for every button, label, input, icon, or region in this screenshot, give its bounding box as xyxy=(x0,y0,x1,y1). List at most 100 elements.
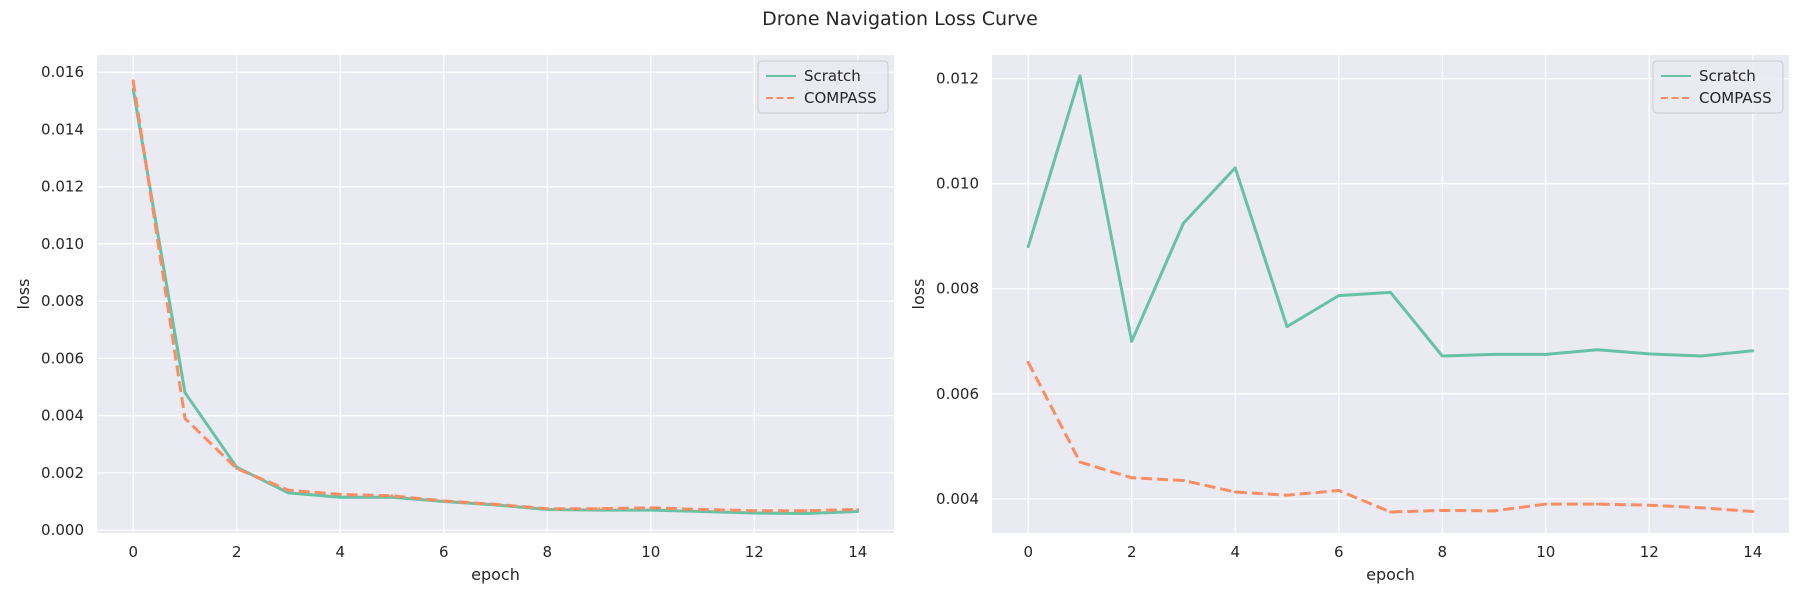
data-point-scratch xyxy=(1285,325,1289,328)
data-point-scratch xyxy=(1492,353,1496,356)
x-tick-label: 2 xyxy=(232,543,242,561)
data-point-compass xyxy=(804,509,808,513)
data-point-scratch xyxy=(287,491,290,495)
x-tick-label: 0 xyxy=(1023,543,1033,561)
plot-area xyxy=(97,55,894,533)
data-point-compass xyxy=(1182,479,1185,482)
y-tick-label: 0.010 xyxy=(41,235,84,253)
data-point-compass xyxy=(1233,490,1237,494)
data-point-scratch xyxy=(1699,354,1703,358)
data-point-compass xyxy=(701,508,704,511)
x-tick-label: 10 xyxy=(1536,543,1555,561)
panel-1: 0 2 4 6 8 10 12 14 0.000 0.002 0.004 0.006 0.008 0.01… xyxy=(14,55,894,584)
x-tick-label: 12 xyxy=(1640,543,1659,561)
panel-2: 0 2 4 6 8 10 12 14 0.004 0.006 0.008 0.010 0.012 epoc… xyxy=(909,55,1789,584)
data-point-compass xyxy=(1647,503,1651,507)
x-tick-label: 8 xyxy=(542,543,552,561)
x-tick-label: 4 xyxy=(335,543,345,561)
y-tick-label: 0.006 xyxy=(41,349,84,367)
data-point-scratch xyxy=(1647,352,1651,356)
legend-label-compass: COMPASS xyxy=(804,89,877,107)
data-point-compass xyxy=(1389,510,1392,514)
x-tick-label: 4 xyxy=(1230,543,1240,561)
legend-box xyxy=(757,60,889,114)
y-tick-label: 0.004 xyxy=(936,490,979,508)
data-point-compass xyxy=(390,494,394,498)
y-tick-label: 0.014 xyxy=(41,120,84,138)
data-point-scratch xyxy=(1233,166,1237,170)
y-tick-label: 0.006 xyxy=(936,385,979,403)
data-point-scratch xyxy=(1751,349,1755,353)
data-point-compass xyxy=(1337,489,1341,492)
data-point-compass xyxy=(1596,502,1599,506)
x-tick-label: 6 xyxy=(1334,543,1344,561)
x-tick-label: 12 xyxy=(745,543,764,561)
data-point-compass xyxy=(1285,493,1289,497)
x-tick-label: 14 xyxy=(848,543,867,561)
x-tick-label: 10 xyxy=(641,543,660,561)
data-point-scratch xyxy=(1337,294,1341,297)
data-point-compass xyxy=(1026,360,1030,364)
y-tick-label: 0.002 xyxy=(41,464,84,482)
data-point-compass xyxy=(494,502,497,506)
data-point-compass xyxy=(442,499,446,503)
data-point-scratch xyxy=(1026,245,1030,249)
data-point-scratch xyxy=(1078,74,1082,78)
y-tick-label: 0.008 xyxy=(936,280,979,298)
x-tick-label: 6 xyxy=(439,543,449,561)
data-point-scratch xyxy=(338,495,342,499)
data-point-scratch xyxy=(1130,339,1134,343)
data-point-compass xyxy=(545,507,549,511)
legend-box xyxy=(1652,60,1784,114)
legend: Scratch COMPASS xyxy=(1652,60,1784,114)
y-tick-label: 0.016 xyxy=(41,63,84,81)
data-point-scratch xyxy=(1389,291,1392,294)
y-tick-label: 0.000 xyxy=(41,521,84,539)
series-line-compass xyxy=(1026,361,1753,514)
legend-label-scratch: Scratch xyxy=(804,67,861,85)
data-point-compass xyxy=(1440,509,1444,512)
data-point-compass xyxy=(1544,502,1548,506)
data-point-scratch xyxy=(183,391,187,395)
y-tick-label: 0.004 xyxy=(41,407,84,425)
data-point-compass xyxy=(338,492,342,496)
data-point-scratch xyxy=(804,512,808,515)
data-point-scratch xyxy=(1544,353,1548,356)
data-point-scratch xyxy=(752,511,756,515)
legend-label-scratch: Scratch xyxy=(1699,67,1756,85)
x-tick-label: 14 xyxy=(1743,543,1762,561)
data-point-scratch xyxy=(1182,221,1185,225)
data-point-compass xyxy=(235,467,239,470)
data-point-scratch xyxy=(856,510,860,513)
y-axis-label: loss xyxy=(14,279,33,310)
y-tick-label: 0.012 xyxy=(41,178,84,196)
y-axis-label: loss xyxy=(909,279,928,310)
legend: Scratch COMPASS xyxy=(757,60,889,114)
y-tick-label: 0.012 xyxy=(936,70,979,88)
data-point-compass xyxy=(1699,506,1703,510)
data-point-compass xyxy=(649,506,653,510)
data-point-scratch xyxy=(1596,348,1599,352)
data-point-compass xyxy=(1492,509,1496,513)
data-point-scratch xyxy=(1440,354,1444,358)
x-tick-label: 8 xyxy=(1437,543,1447,561)
x-tick-label: 0 xyxy=(128,543,138,561)
data-point-compass xyxy=(183,417,187,420)
figure-title: Drone Navigation Loss Curve xyxy=(762,8,1038,30)
data-point-compass xyxy=(1130,476,1134,480)
legend-label-compass: COMPASS xyxy=(1699,89,1772,107)
data-point-compass xyxy=(1078,460,1082,464)
data-point-compass xyxy=(131,79,135,83)
x-axis-label: epoch xyxy=(471,565,520,584)
y-tick-label: 0.010 xyxy=(936,175,979,193)
data-point-compass xyxy=(597,507,601,511)
x-axis-label: epoch xyxy=(1366,565,1415,584)
x-tick-label: 2 xyxy=(1127,543,1137,561)
data-point-scratch xyxy=(649,508,653,512)
data-point-compass xyxy=(752,509,756,513)
data-point-compass xyxy=(1751,510,1755,513)
data-point-compass xyxy=(856,508,860,511)
data-point-compass xyxy=(287,488,290,492)
